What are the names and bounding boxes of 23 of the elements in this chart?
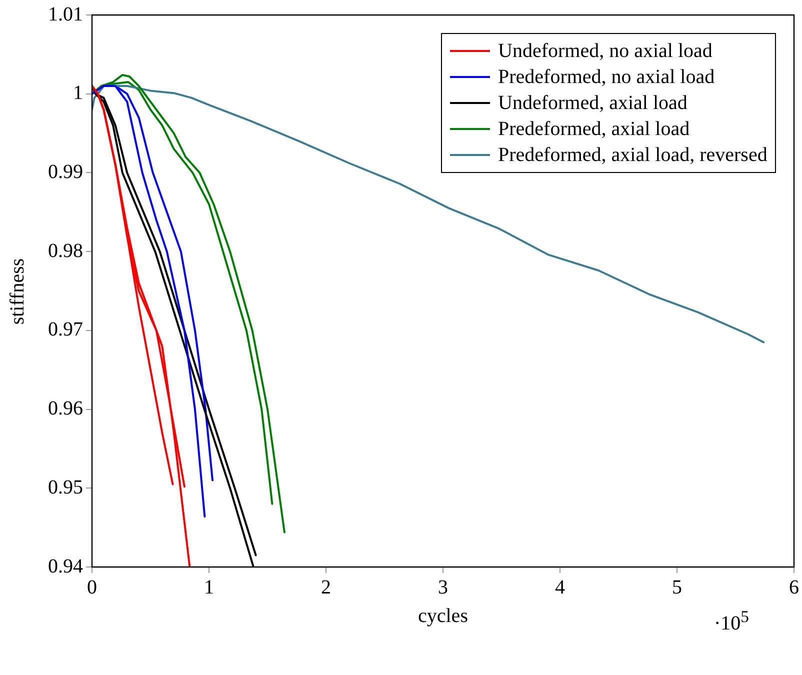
x-axis-title: cycles bbox=[418, 605, 468, 628]
y-tick-label: 1 bbox=[73, 82, 83, 104]
y-tick-label: 0.97 bbox=[48, 318, 83, 341]
legend-label: Predeformed, axial load, reversed bbox=[498, 143, 768, 168]
y-tick-label: 0.95 bbox=[48, 476, 83, 498]
y-tick-label: 0.96 bbox=[48, 398, 83, 420]
y-tick-label: 0.99 bbox=[48, 160, 83, 183]
y-tick-label: 0.94 bbox=[48, 555, 83, 578]
legend-label: Undeformed, axial load bbox=[498, 91, 688, 116]
legend-label: Undeformed, no axial load bbox=[498, 39, 712, 64]
x-tick-label: 6 bbox=[789, 576, 799, 598]
y-tick-label: 1.01 bbox=[48, 3, 83, 26]
y-tick-label: 0.98 bbox=[48, 240, 83, 262]
y-axis-title: stiffness bbox=[6, 258, 30, 324]
text: ·10$^{5}$ bbox=[714, 607, 749, 636]
x-tick-label: 2 bbox=[321, 576, 331, 598]
x-tick-label: 0 bbox=[87, 576, 97, 598]
x-tick-label: 1 bbox=[204, 576, 214, 598]
legend-label: Predeformed, axial load bbox=[498, 117, 690, 142]
x-tick-label: 3 bbox=[438, 576, 448, 598]
legend-label: Predeformed, no axial load bbox=[498, 65, 715, 90]
x-tick-label: 4 bbox=[555, 576, 565, 598]
x-tick-label: 5 bbox=[672, 576, 682, 598]
